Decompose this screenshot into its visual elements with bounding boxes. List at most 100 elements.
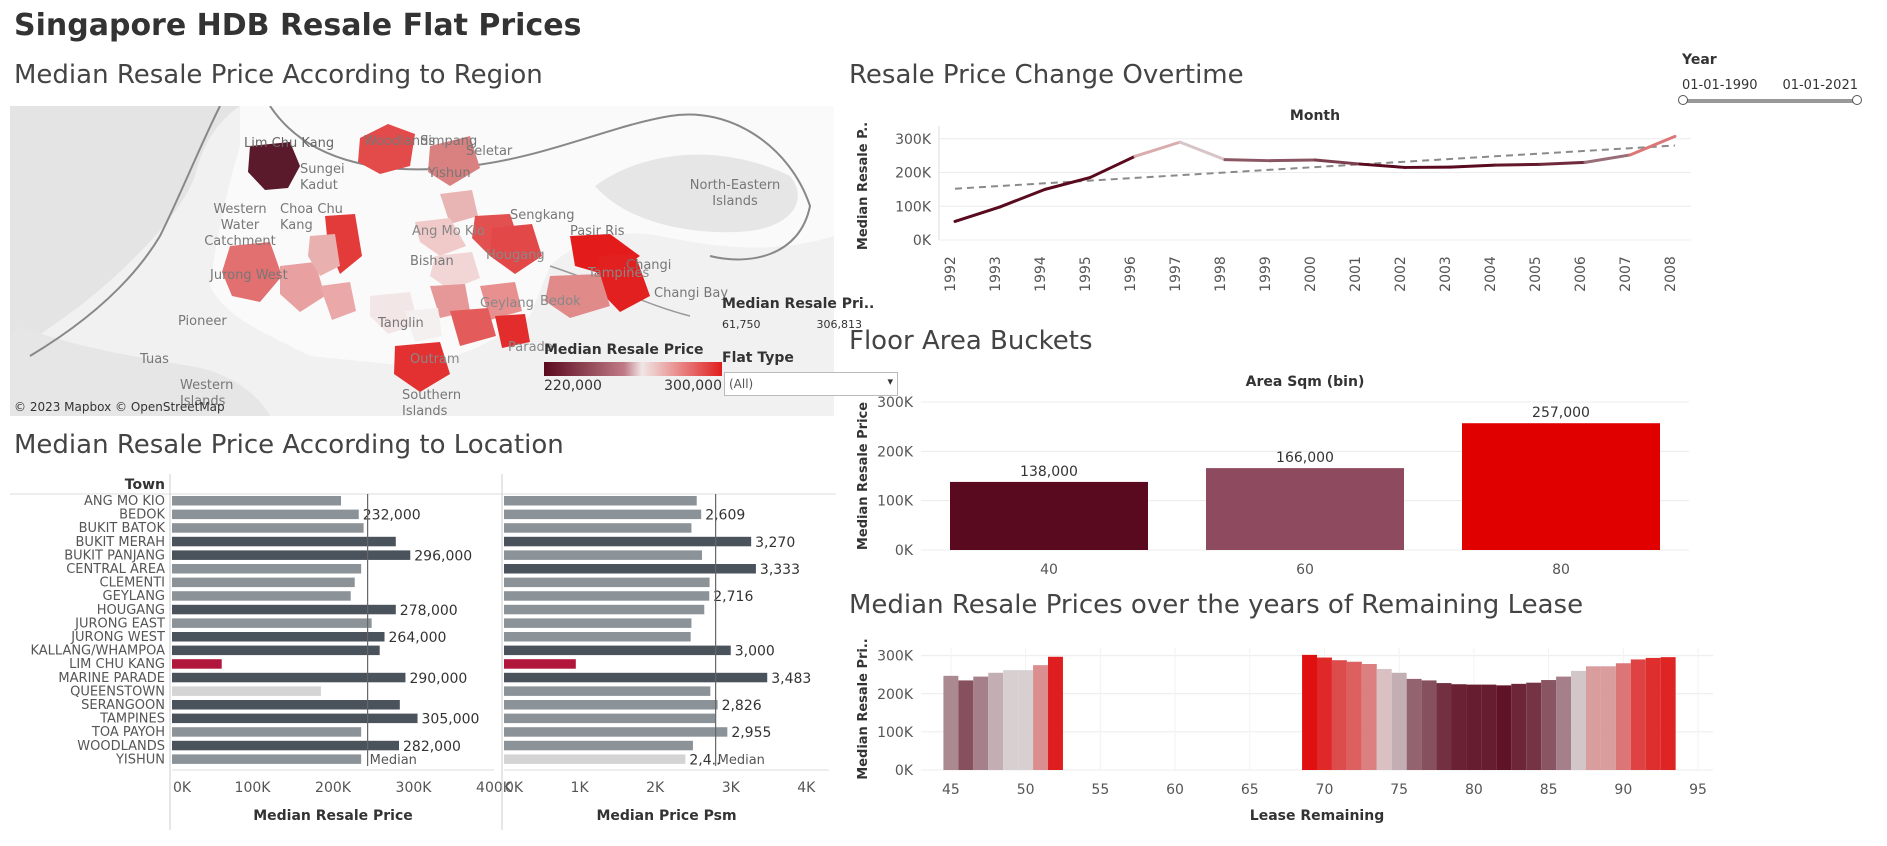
- location-bar-label: 290,000: [409, 671, 467, 687]
- lease-bar: [943, 675, 959, 770]
- lease-bar: [1331, 660, 1347, 770]
- location-bar: [504, 577, 710, 588]
- lease-xtick: 85: [1540, 782, 1558, 798]
- floor-ytick: 200K: [877, 444, 914, 460]
- price-legend-gradient: [544, 362, 722, 376]
- map-label: North-Eastern Islands: [689, 178, 781, 209]
- location-bar-label: 3,000: [735, 644, 775, 660]
- lease-xtick: 65: [1241, 782, 1259, 798]
- region-hougang: [490, 224, 542, 274]
- lease-xtick: 45: [942, 782, 960, 798]
- map-label: Tanglin: [378, 316, 424, 331]
- map-label: Pasir Ris: [570, 224, 625, 239]
- location-bar-label: 305,000: [422, 712, 480, 728]
- location-bar: [172, 645, 380, 656]
- line-xtick: 2000: [1303, 256, 1319, 292]
- location-xtick: 0K: [505, 780, 524, 796]
- map-label: Sungei Kadut: [300, 162, 345, 193]
- line-segment: [1583, 153, 1632, 164]
- page-title: Singapore HDB Resale Flat Prices: [14, 8, 582, 43]
- map-label: Tampines: [588, 266, 650, 281]
- location-bar: [504, 632, 691, 642]
- town-label: HOUGANG: [97, 603, 165, 618]
- location-bar: [172, 740, 400, 751]
- flat-type-value: (All): [729, 377, 754, 391]
- lease-bar: [1496, 685, 1512, 770]
- lease-bar: [1541, 680, 1557, 770]
- year-slider-start-handle[interactable]: [1678, 95, 1688, 105]
- town-label: KALLANG/WHAMPOA: [30, 644, 165, 659]
- map-label: Woodlands: [364, 134, 436, 149]
- location-bar: [504, 727, 728, 737]
- year-slider-end-handle[interactable]: [1852, 95, 1862, 105]
- location-bar: [504, 754, 686, 764]
- map-attribution[interactable]: © 2023 Mapbox © OpenStreetMap: [14, 400, 225, 414]
- lease-bar: [1615, 663, 1631, 770]
- location-bar: [172, 727, 362, 737]
- map-label: Bishan: [410, 254, 454, 269]
- location-xlabel: Median Resale Price: [253, 808, 413, 824]
- town-label: MARINE PARADE: [58, 671, 165, 686]
- location-bar: [504, 591, 710, 601]
- line-ytick: 100K: [895, 199, 932, 215]
- town-label: CENTRAL AREA: [66, 562, 165, 577]
- year-slider-track[interactable]: [1678, 95, 1862, 105]
- floor-bar: [1206, 468, 1404, 550]
- location-bar: [504, 509, 702, 520]
- lease-bar: [1660, 657, 1676, 770]
- line-xtick: 1999: [1258, 256, 1274, 292]
- line-segment: [1268, 158, 1317, 163]
- lease-bar: [1600, 666, 1616, 770]
- location-bar-label: 264,000: [389, 630, 447, 646]
- location-bar-label: 2,955: [731, 725, 771, 741]
- floor-bar: [1462, 423, 1660, 550]
- lease-bar: [1511, 683, 1527, 770]
- floor-ytick: 300K: [877, 395, 914, 411]
- lease-ytick: 0K: [895, 763, 914, 779]
- town-label: BUKIT PANJANG: [64, 548, 165, 563]
- location-bar: [172, 659, 222, 669]
- map-label: Seletar: [466, 144, 513, 159]
- flat-type-select[interactable]: (All) ▾: [724, 372, 898, 396]
- map-label: Parade: [508, 340, 553, 355]
- region-map[interactable]: Lim Chu Kang Sungei Kadut Woodlands Simp…: [10, 106, 834, 416]
- lease-xtick: 70: [1316, 782, 1334, 798]
- town-label: TOA PAYOH: [91, 725, 165, 740]
- town-label: WOODLANDS: [77, 739, 165, 754]
- line-xtick: 2004: [1483, 256, 1499, 292]
- line-segment: [1178, 140, 1227, 162]
- line-xtick: 1993: [988, 256, 1004, 292]
- region-toa-payoh: [430, 284, 470, 318]
- map-label: Bedok: [540, 294, 581, 309]
- location-bar: [172, 509, 359, 520]
- floor-bar-label: 257,000: [1532, 405, 1590, 421]
- region-tanglin: [405, 308, 442, 342]
- location-bar: [504, 645, 731, 656]
- location-bar: [172, 550, 411, 560]
- floor-bar-label: 166,000: [1276, 450, 1334, 466]
- location-bar: [172, 591, 351, 601]
- price-legend-max: 300,000: [664, 378, 722, 394]
- region-bedok: [545, 274, 610, 318]
- town-label: GEYLANG: [103, 589, 165, 604]
- map-label: Sengkang: [510, 208, 575, 223]
- region-bukit-batok: [308, 234, 340, 276]
- price-legend-title: Median Resale Price: [544, 342, 704, 358]
- location-ylabel: Town: [125, 477, 165, 493]
- location-bar: [504, 523, 692, 533]
- region-queenstown: [370, 292, 418, 334]
- location-xtick: 200K: [315, 780, 352, 796]
- map-label: Southern Islands: [402, 388, 462, 416]
- location-bar-label: 2,826: [722, 698, 762, 714]
- region-jurong-west: [222, 242, 282, 302]
- lease-bar: [1630, 659, 1646, 770]
- region-lim-chu-kang: [248, 142, 300, 190]
- town-label: YISHUN: [115, 752, 165, 767]
- year-filter-label: Year: [1682, 52, 1717, 68]
- location-xtick: 4K: [797, 780, 816, 796]
- line-trendline: [954, 144, 1676, 190]
- lease-bar: [1556, 676, 1572, 770]
- location-bar: [504, 536, 752, 547]
- line-xtick: 2003: [1438, 256, 1454, 292]
